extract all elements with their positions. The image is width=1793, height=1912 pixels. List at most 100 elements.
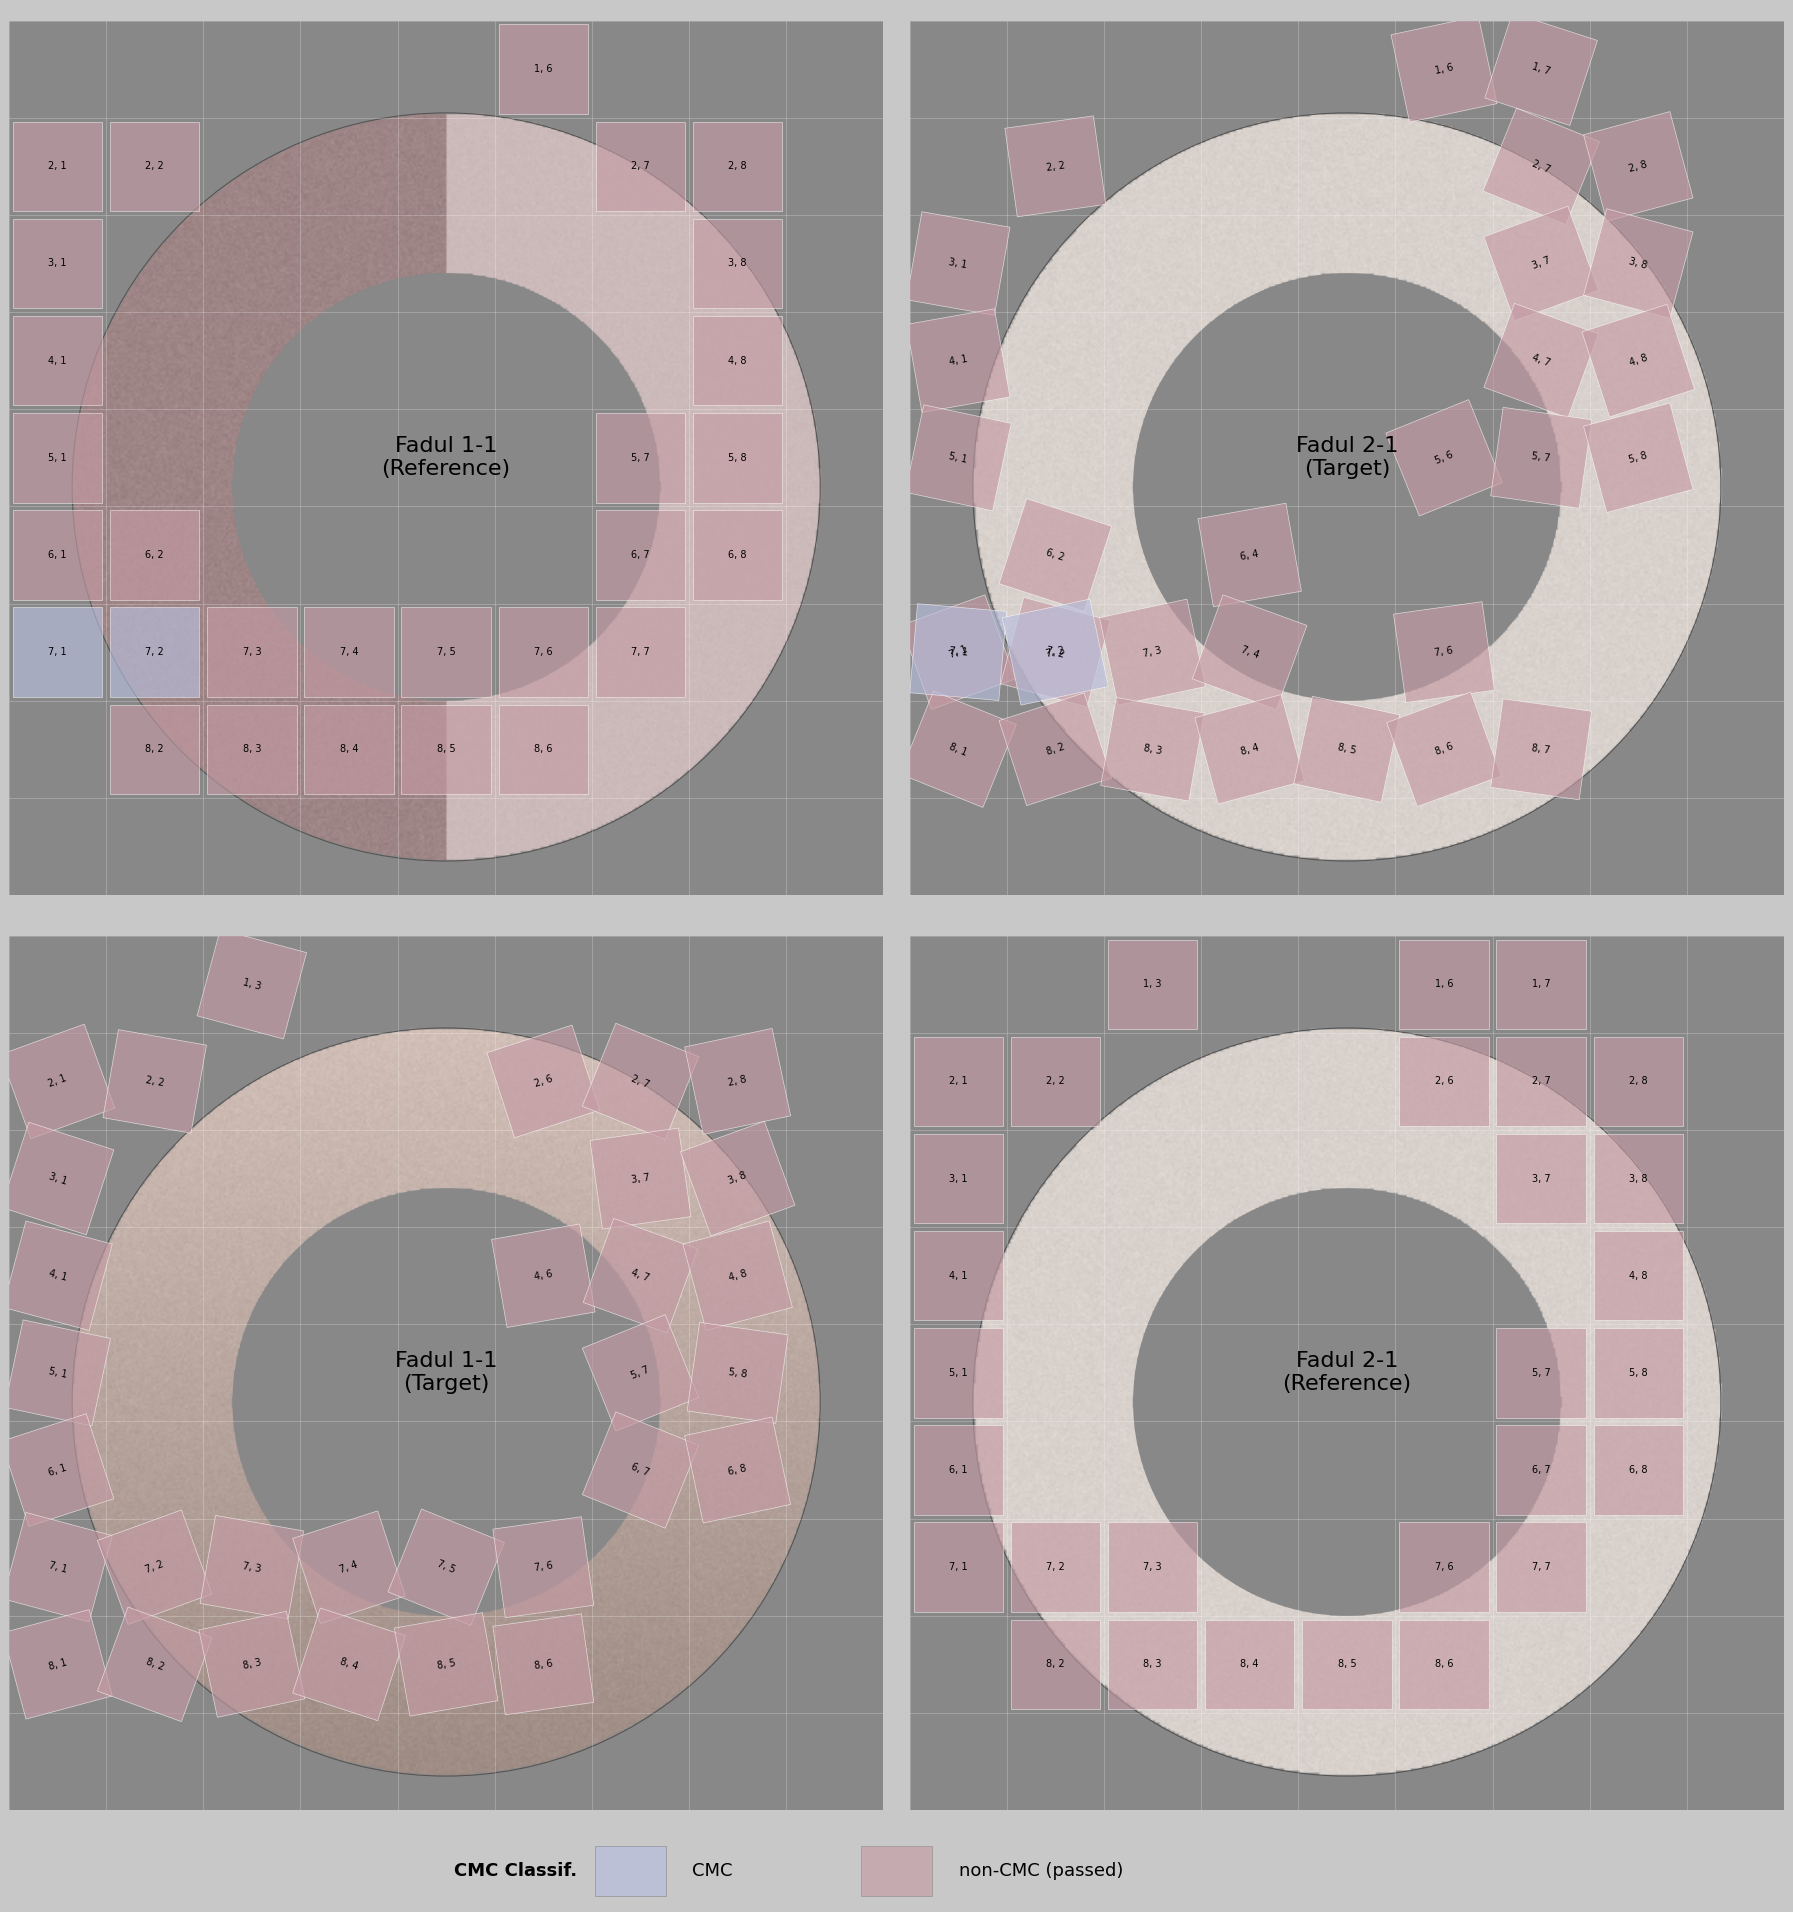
Text: 4, 8: 4, 8 xyxy=(728,1268,748,1283)
Text: 7, 2: 7, 2 xyxy=(1045,1562,1065,1572)
Polygon shape xyxy=(498,706,588,793)
Polygon shape xyxy=(1490,407,1592,509)
Polygon shape xyxy=(305,608,394,696)
Text: 5, 8: 5, 8 xyxy=(728,453,748,463)
Text: 5, 1: 5, 1 xyxy=(48,453,66,463)
Polygon shape xyxy=(1399,1619,1488,1709)
Text: 5, 6: 5, 6 xyxy=(1433,449,1454,467)
Polygon shape xyxy=(1497,1329,1585,1417)
Polygon shape xyxy=(292,1510,405,1623)
Polygon shape xyxy=(692,218,782,308)
Polygon shape xyxy=(387,1509,504,1625)
Text: 7, 2: 7, 2 xyxy=(1045,644,1065,660)
Text: 7, 1: 7, 1 xyxy=(948,1562,968,1572)
Text: 8, 1: 8, 1 xyxy=(47,1658,68,1671)
Polygon shape xyxy=(905,405,1011,511)
Polygon shape xyxy=(595,413,685,503)
Text: 8, 3: 8, 3 xyxy=(1144,1660,1162,1669)
Text: 8, 2: 8, 2 xyxy=(145,744,163,755)
Polygon shape xyxy=(1393,602,1494,702)
Polygon shape xyxy=(1302,1619,1391,1709)
Text: 7, 1: 7, 1 xyxy=(47,1560,68,1574)
Polygon shape xyxy=(595,511,685,600)
Text: 2, 7: 2, 7 xyxy=(1531,1076,1551,1086)
Polygon shape xyxy=(1194,694,1304,805)
Text: 8, 5: 8, 5 xyxy=(437,744,455,755)
Polygon shape xyxy=(685,1029,791,1134)
Text: 3, 8: 3, 8 xyxy=(1630,1174,1648,1184)
Polygon shape xyxy=(1594,1134,1684,1224)
Text: 4, 8: 4, 8 xyxy=(728,356,748,365)
Text: 2, 2: 2, 2 xyxy=(1045,1076,1065,1086)
Text: 3, 7: 3, 7 xyxy=(1531,1174,1551,1184)
Text: Fadul 2-1
(Reference): Fadul 2-1 (Reference) xyxy=(1282,1352,1411,1394)
Text: 6, 7: 6, 7 xyxy=(631,551,649,560)
Text: 3, 1: 3, 1 xyxy=(948,1174,968,1184)
Polygon shape xyxy=(1002,598,1108,706)
Text: 6, 8: 6, 8 xyxy=(728,551,748,560)
Text: 8, 5: 8, 5 xyxy=(436,1658,455,1671)
Text: 5, 1: 5, 1 xyxy=(948,451,968,465)
Polygon shape xyxy=(109,122,199,210)
Text: 8, 4: 8, 4 xyxy=(1241,1660,1259,1669)
Polygon shape xyxy=(907,212,1009,315)
Polygon shape xyxy=(999,499,1112,612)
Polygon shape xyxy=(913,1231,1002,1321)
Polygon shape xyxy=(4,1610,113,1719)
Polygon shape xyxy=(900,595,1015,709)
Text: 2, 6: 2, 6 xyxy=(1434,1076,1454,1086)
Text: 2, 1: 2, 1 xyxy=(48,161,66,172)
Text: 8, 2: 8, 2 xyxy=(1045,742,1065,757)
Text: 8, 3: 8, 3 xyxy=(242,1658,262,1671)
Text: 7, 6: 7, 6 xyxy=(534,646,552,658)
Text: 3, 8: 3, 8 xyxy=(728,258,748,268)
Polygon shape xyxy=(13,315,102,405)
Polygon shape xyxy=(1205,1619,1295,1709)
Polygon shape xyxy=(1485,206,1598,321)
Text: 3, 7: 3, 7 xyxy=(1531,256,1551,272)
Polygon shape xyxy=(498,608,588,696)
Polygon shape xyxy=(4,1512,113,1621)
Polygon shape xyxy=(1594,1231,1684,1321)
Text: 3, 1: 3, 1 xyxy=(948,256,968,270)
Text: 8, 5: 8, 5 xyxy=(1336,742,1357,755)
Text: 8, 3: 8, 3 xyxy=(1142,742,1162,755)
Polygon shape xyxy=(197,929,307,1038)
Polygon shape xyxy=(1485,304,1598,419)
Polygon shape xyxy=(201,1516,303,1619)
Polygon shape xyxy=(583,1023,699,1140)
Text: 2, 8: 2, 8 xyxy=(1628,159,1648,174)
Polygon shape xyxy=(199,1612,305,1717)
Text: 7, 6: 7, 6 xyxy=(533,1560,554,1574)
Polygon shape xyxy=(692,413,782,503)
Polygon shape xyxy=(583,1411,699,1528)
Polygon shape xyxy=(13,122,102,210)
Polygon shape xyxy=(999,692,1112,805)
Text: 2, 6: 2, 6 xyxy=(533,1075,554,1090)
Polygon shape xyxy=(493,1614,593,1715)
Text: Fadul 1-1
(Reference): Fadul 1-1 (Reference) xyxy=(382,436,511,480)
FancyBboxPatch shape xyxy=(861,1845,932,1897)
Polygon shape xyxy=(208,608,296,696)
Polygon shape xyxy=(583,1315,699,1430)
Text: 5, 1: 5, 1 xyxy=(948,1367,968,1379)
Text: Fadul 2-1
(Target): Fadul 2-1 (Target) xyxy=(1296,436,1399,480)
Text: 1, 3: 1, 3 xyxy=(1144,979,1162,989)
Text: 3, 1: 3, 1 xyxy=(48,258,66,268)
Polygon shape xyxy=(1594,1036,1684,1126)
Text: 7, 4: 7, 4 xyxy=(1239,644,1260,660)
Polygon shape xyxy=(1399,939,1488,1029)
Polygon shape xyxy=(97,1608,212,1721)
Polygon shape xyxy=(0,1025,115,1140)
Polygon shape xyxy=(900,690,1017,807)
Polygon shape xyxy=(109,608,199,696)
Circle shape xyxy=(1133,273,1560,700)
Text: 6, 7: 6, 7 xyxy=(1531,1465,1551,1474)
Circle shape xyxy=(1133,1187,1560,1616)
Polygon shape xyxy=(13,511,102,600)
Polygon shape xyxy=(1497,1036,1585,1126)
Text: 7, 2: 7, 2 xyxy=(143,1560,165,1575)
Polygon shape xyxy=(1399,1036,1488,1126)
Circle shape xyxy=(233,273,660,700)
Text: 7, 3: 7, 3 xyxy=(1144,1562,1162,1572)
